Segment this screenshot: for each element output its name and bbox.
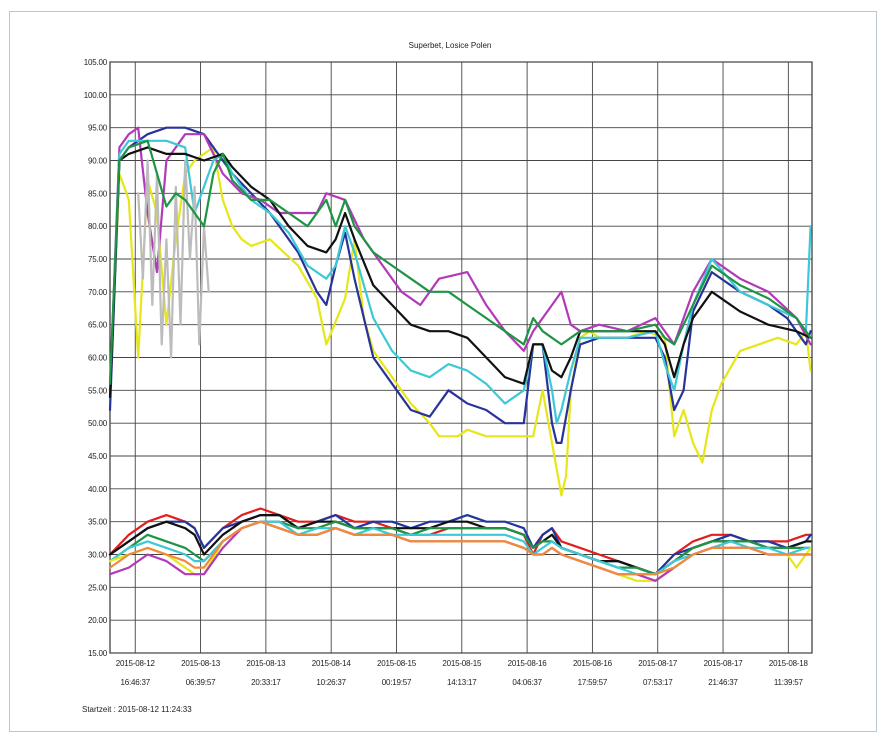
y-tick-label: 45.00 xyxy=(88,452,108,461)
x-tick-date: 2015-08-15 xyxy=(377,659,417,668)
x-tick-time: 00:19:57 xyxy=(382,678,412,687)
y-tick-label: 75.00 xyxy=(88,255,108,264)
x-tick-date: 2015-08-14 xyxy=(312,659,352,668)
y-tick-label: 60.00 xyxy=(88,354,108,363)
series-line-0 xyxy=(108,146,812,497)
y-tick-label: 20.00 xyxy=(88,616,108,625)
y-tick-label: 95.00 xyxy=(88,124,108,133)
y-tick-label: 55.00 xyxy=(88,386,108,395)
y-tick-label: 65.00 xyxy=(88,321,108,330)
x-tick-date: 2015-08-16 xyxy=(573,659,613,668)
x-tick-time: 16:46:37 xyxy=(120,678,150,687)
x-tick-date: 2015-08-13 xyxy=(246,659,286,668)
x-tick-time: 06:39:57 xyxy=(186,678,216,687)
y-tick-label: 15.00 xyxy=(88,649,108,658)
x-tick-date: 2015-08-12 xyxy=(116,659,156,668)
y-tick-label: 35.00 xyxy=(88,518,108,527)
y-tick-label: 70.00 xyxy=(88,288,108,297)
x-tick-time: 17:59:57 xyxy=(578,678,608,687)
y-tick-label: 85.00 xyxy=(88,189,108,198)
y-tick-label: 90.00 xyxy=(88,157,108,166)
start-time-label: Startzeit : 2015-08-12 11:24:33 xyxy=(82,705,192,714)
x-tick-time: 10:26:37 xyxy=(316,678,346,687)
series-group xyxy=(108,126,812,582)
y-axis-ticks: 15.00 20.00 25.00 30.00 35.00 40.00 45.00 50.00… xyxy=(84,58,108,658)
x-tick-date: 2015-08-17 xyxy=(704,659,744,668)
x-tick-time: 07:53:17 xyxy=(643,678,673,687)
y-tick-label: 40.00 xyxy=(88,485,108,494)
x-tick-date: 2015-08-15 xyxy=(442,659,482,668)
x-tick-date: 2015-08-16 xyxy=(508,659,548,668)
series-line-6 xyxy=(108,139,812,385)
x-tick-date: 2015-08-17 xyxy=(638,659,678,668)
x-tick-time: 21:46:37 xyxy=(708,678,738,687)
y-tick-label: 105.00 xyxy=(84,58,108,67)
x-tick-time: 14:13:17 xyxy=(447,678,477,687)
series-line-14 xyxy=(108,520,812,576)
y-tick-label: 25.00 xyxy=(88,583,108,592)
y-tick-label: 30.00 xyxy=(88,551,108,560)
series-line-3 xyxy=(108,139,812,425)
x-tick-time: 04:06:37 xyxy=(512,678,542,687)
chart-title: Superbet, Losice Polen xyxy=(409,41,492,50)
x-tick-date: 2015-08-13 xyxy=(181,659,221,668)
x-tick-time: 20:33:17 xyxy=(251,678,281,687)
x-tick-date: 2015-08-18 xyxy=(769,659,809,668)
y-tick-label: 100.00 xyxy=(84,91,108,100)
series-line-5 xyxy=(137,159,210,359)
y-tick-label: 80.00 xyxy=(88,222,108,231)
x-tick-time: 11:39:57 xyxy=(774,678,804,687)
x-axis-ticks: 2015-08-12 16:46:37 2015-08-13 06:39:57 2015… xyxy=(116,659,809,687)
y-tick-label: 50.00 xyxy=(88,419,108,428)
